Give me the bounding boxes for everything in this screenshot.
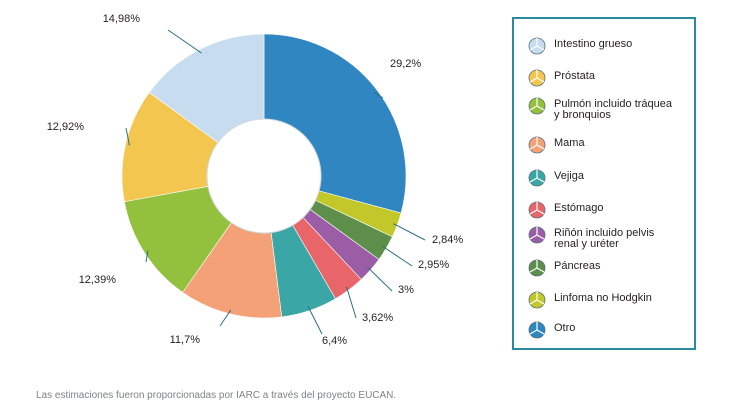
legend-label: Estómago xyxy=(554,202,604,214)
legend-swatch-icon xyxy=(528,69,546,87)
leader-line xyxy=(346,286,357,319)
legend-item: Riñón incluido pelvis renal y uréter xyxy=(528,226,654,250)
legend-item: Mama xyxy=(528,136,585,154)
legend-item: Páncreas xyxy=(528,259,600,277)
legend-label: Vejiga xyxy=(554,170,584,182)
legend-swatch-icon xyxy=(528,37,546,55)
legend-item: Linfoma no Hodgkin xyxy=(528,291,652,309)
leader-line xyxy=(167,29,202,54)
donut-slices xyxy=(121,33,407,319)
donut-hole xyxy=(206,118,322,234)
slice-value-label: 2,95% xyxy=(418,259,449,271)
source-caption: Las estimaciones fueron proporcionadas p… xyxy=(36,390,397,401)
slice-value-label: 3% xyxy=(398,284,414,296)
legend-swatch-icon xyxy=(528,259,546,277)
leader-line xyxy=(307,306,323,335)
legend-swatch-icon xyxy=(528,321,546,339)
slice-value-label: 12,39% xyxy=(79,274,117,286)
legend-label: Próstata xyxy=(554,70,595,82)
slice-labels: 29,2% 2,84% 2,95% 3% 3,62% 6,4% 11,7% 12,39% 12,… xyxy=(47,13,464,347)
slice-value-label: 12,92% xyxy=(47,121,85,133)
legend-item: Vejiga xyxy=(528,169,584,187)
legend-item: Intestino grueso xyxy=(528,37,632,55)
legend-swatch-icon xyxy=(528,97,546,115)
legend-item: Otro xyxy=(528,321,575,339)
slice-value-label: 11,7% xyxy=(170,334,201,346)
legend-label: Mama xyxy=(554,137,585,149)
legend-label: Pulmón incluido tráquea y bronquios xyxy=(554,98,673,121)
legend-swatch-icon xyxy=(528,136,546,154)
leader-line xyxy=(145,250,149,263)
legend-swatch-icon xyxy=(528,201,546,219)
leader-line xyxy=(373,91,384,99)
leader-line xyxy=(382,245,413,267)
slice-value-label: 6,4% xyxy=(322,335,347,347)
legend-label: Páncreas xyxy=(554,260,601,272)
legend-item: Próstata xyxy=(528,69,595,87)
legend-swatch-icon xyxy=(528,169,546,187)
legend-label: Linfoma no Hodgkin xyxy=(554,292,652,304)
leader-line xyxy=(219,309,232,327)
legend-swatch-icon xyxy=(528,226,546,244)
slice-value-label: 2,84% xyxy=(432,234,463,246)
chart-legend: Intestino grueso Próstata Pulmón incluido … xyxy=(512,17,696,350)
legend-label: Otro xyxy=(554,322,576,334)
legend-label: Intestino grueso xyxy=(554,38,633,50)
leader-line xyxy=(125,127,130,146)
legend-item: Pulmón incluido tráquea y bronquios xyxy=(528,97,672,121)
slice-value-label: 29,2% xyxy=(390,58,421,70)
slice-value-label: 14,98% xyxy=(103,13,141,25)
leader-line xyxy=(393,223,426,241)
slice-value-label: 3,62% xyxy=(362,312,393,324)
leader-line xyxy=(367,266,393,292)
legend-label: Riñón incluido pelvis renal y uréter xyxy=(554,227,655,250)
legend-item: Estómago xyxy=(528,201,604,219)
legend-swatch-icon xyxy=(528,291,546,309)
